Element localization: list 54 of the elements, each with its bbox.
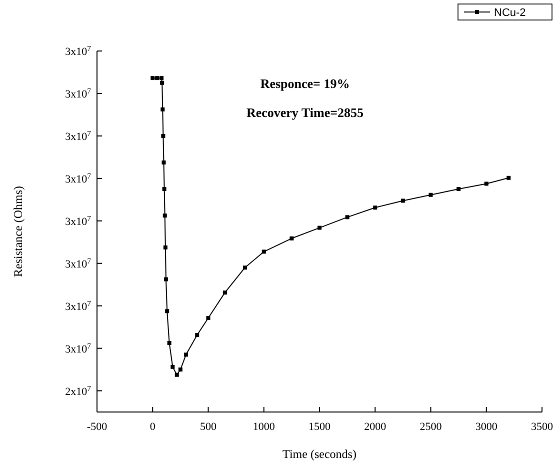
legend-label: NCu-2 — [494, 7, 526, 19]
point — [206, 316, 210, 320]
y-tick-label: 3x10$^{7}$ — [65, 340, 92, 356]
point — [290, 236, 294, 240]
point — [163, 245, 168, 250]
point — [162, 160, 166, 164]
x-tick-label: 1500 — [308, 421, 331, 433]
x-tick-label: 2000 — [364, 421, 387, 433]
annotation: Recovery Time=2855 — [246, 105, 364, 120]
x-tick-label: 3000 — [475, 421, 498, 433]
point — [161, 134, 166, 138]
y-tick-label: 3x10$^{7}$ — [65, 170, 92, 186]
y-tick-label: 3x10$^{7}$ — [65, 128, 92, 143]
point — [170, 364, 175, 369]
y-tick-label: 3x10$^{7}$ — [65, 86, 92, 100]
point — [160, 76, 164, 80]
point — [242, 266, 247, 270]
x-tick-label: -500 — [86, 421, 108, 433]
x-axis-title: Time (seconds) — [282, 447, 356, 461]
point — [400, 198, 405, 203]
point — [184, 352, 188, 357]
point — [345, 215, 350, 220]
point — [178, 368, 182, 372]
point — [456, 187, 461, 192]
point — [174, 372, 179, 377]
point — [262, 250, 266, 254]
point — [164, 277, 168, 282]
point — [165, 309, 170, 314]
point — [150, 76, 155, 80]
x-tick-label: 500 — [200, 421, 217, 433]
y-tick-label: 3x10$^{7}$ — [65, 298, 92, 313]
point — [160, 80, 164, 85]
point — [195, 333, 200, 338]
y-tick-label: 3x10$^{7}$ — [65, 44, 92, 58]
annotation: Responce= 19% — [260, 76, 350, 91]
point — [428, 192, 433, 197]
point — [155, 76, 160, 80]
point — [162, 187, 166, 192]
y-tick-label: 3x10$^{7}$ — [65, 256, 92, 270]
point — [373, 206, 378, 210]
point — [167, 340, 172, 345]
point — [160, 107, 165, 112]
point — [318, 226, 322, 230]
y-axis-title: Resistance (Ohms) — [11, 186, 25, 277]
y-tick-label: 2x10$^{7}$ — [65, 383, 92, 398]
point — [506, 176, 511, 180]
x-tick-label: 3500 — [531, 421, 554, 433]
x-tick-label: 2500 — [420, 421, 442, 433]
point — [484, 182, 488, 186]
y-tick-label: 3x10$^{7}$ — [65, 213, 92, 228]
x-tick-label: 0 — [150, 421, 156, 433]
point — [162, 214, 167, 218]
x-tick-label: 1000 — [252, 421, 276, 433]
point — [222, 290, 227, 295]
